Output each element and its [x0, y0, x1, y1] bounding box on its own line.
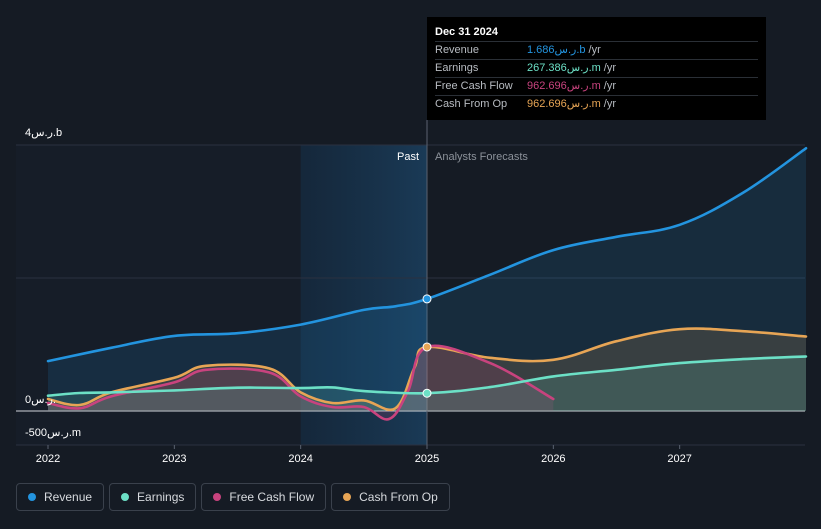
legend-label: Cash From Op: [359, 490, 438, 504]
past-label: Past: [397, 151, 419, 163]
legend-item-cash-from-op[interactable]: Cash From Op: [331, 483, 450, 511]
tooltip-label: Earnings: [435, 62, 479, 74]
x-tick-label: 2023: [162, 453, 186, 465]
tooltip-row-revenue: Revenue 1.686ر.س.b /yr: [435, 41, 758, 59]
x-tick-label: 2027: [667, 453, 691, 465]
legend-dot-icon: [343, 493, 352, 501]
chart-axis-labels: Past Analysts Forecasts 2022 2023 2024 2025…: [25, 127, 692, 465]
legend-label: Free Cash Flow: [229, 490, 315, 504]
area-revenue: [48, 148, 806, 412]
line-cash-from-op: [46, 327, 808, 411]
tooltip-label: Free Cash Flow: [435, 80, 513, 92]
tooltip-row-earnings: Earnings 267.386ر.س.m /yr: [435, 59, 758, 77]
legend-label: Revenue: [44, 490, 93, 504]
tooltip-value: 267.386ر.س.m: [527, 62, 601, 74]
chart-background-layer: [16, 145, 427, 445]
chart-highlight-points: [422, 294, 432, 398]
line-revenue: [46, 147, 808, 363]
point-cash-from-op: [422, 342, 432, 352]
line-earnings: [46, 355, 808, 397]
tooltip-unit: /yr: [588, 44, 601, 56]
tooltip-value: 1.686ر.س.b: [527, 44, 586, 56]
tooltip-row-free-cash-flow: Free Cash Flow 962.696ر.س.m /yr: [435, 77, 758, 95]
chart-series-lines: [46, 147, 808, 421]
tooltip-value: 962.696ر.س.m: [527, 98, 601, 110]
area-free-cash-flow: [48, 345, 554, 420]
legend-dot-icon: [28, 493, 36, 501]
y-tick-label: 4ر.س.b: [25, 127, 62, 139]
x-tick-label: 2026: [541, 453, 565, 465]
y-tick-label: -500ر.س.m: [25, 427, 81, 439]
x-tick-label: 2024: [288, 453, 312, 465]
tooltip-label: Revenue: [435, 44, 480, 56]
tooltip-date: Dec 31 2024: [435, 26, 498, 38]
area-cash-from-op: [48, 328, 806, 411]
point-earnings: [422, 388, 432, 398]
tooltip-unit: /yr: [603, 62, 617, 74]
legend-item-revenue[interactable]: Revenue: [16, 483, 105, 511]
x-tick-label: 2025: [415, 453, 439, 465]
legend-item-free-cash-flow[interactable]: Free Cash Flow: [201, 483, 327, 511]
tooltip: Dec 31 2024 Revenue 1.686ر.س.b /yr Earni…: [427, 17, 766, 120]
point-revenue: [422, 294, 432, 304]
y-tick-label: 0ر.س.: [25, 394, 56, 406]
tooltip-label: Cash From Op: [435, 98, 508, 110]
tooltip-unit: /yr: [603, 80, 617, 92]
tooltip-value: 962.696ر.س.m: [527, 80, 601, 92]
legend-item-earnings[interactable]: Earnings: [109, 483, 197, 511]
chart-legend: Revenue Earnings Free Cash Flow Cash Fro…: [16, 483, 450, 511]
x-tick-label: 2022: [36, 453, 60, 465]
legend-dot-icon: [121, 493, 130, 501]
legend-dot-icon: [213, 493, 222, 501]
chart-grid-layer: [16, 120, 805, 449]
tooltip-row-cash-from-op: Cash From Op 962.696ر.س.m /yr: [435, 95, 758, 113]
tooltip-unit: /yr: [603, 98, 617, 110]
legend-label: Earnings: [137, 490, 185, 504]
forecast-label: Analysts Forecasts: [435, 151, 528, 163]
